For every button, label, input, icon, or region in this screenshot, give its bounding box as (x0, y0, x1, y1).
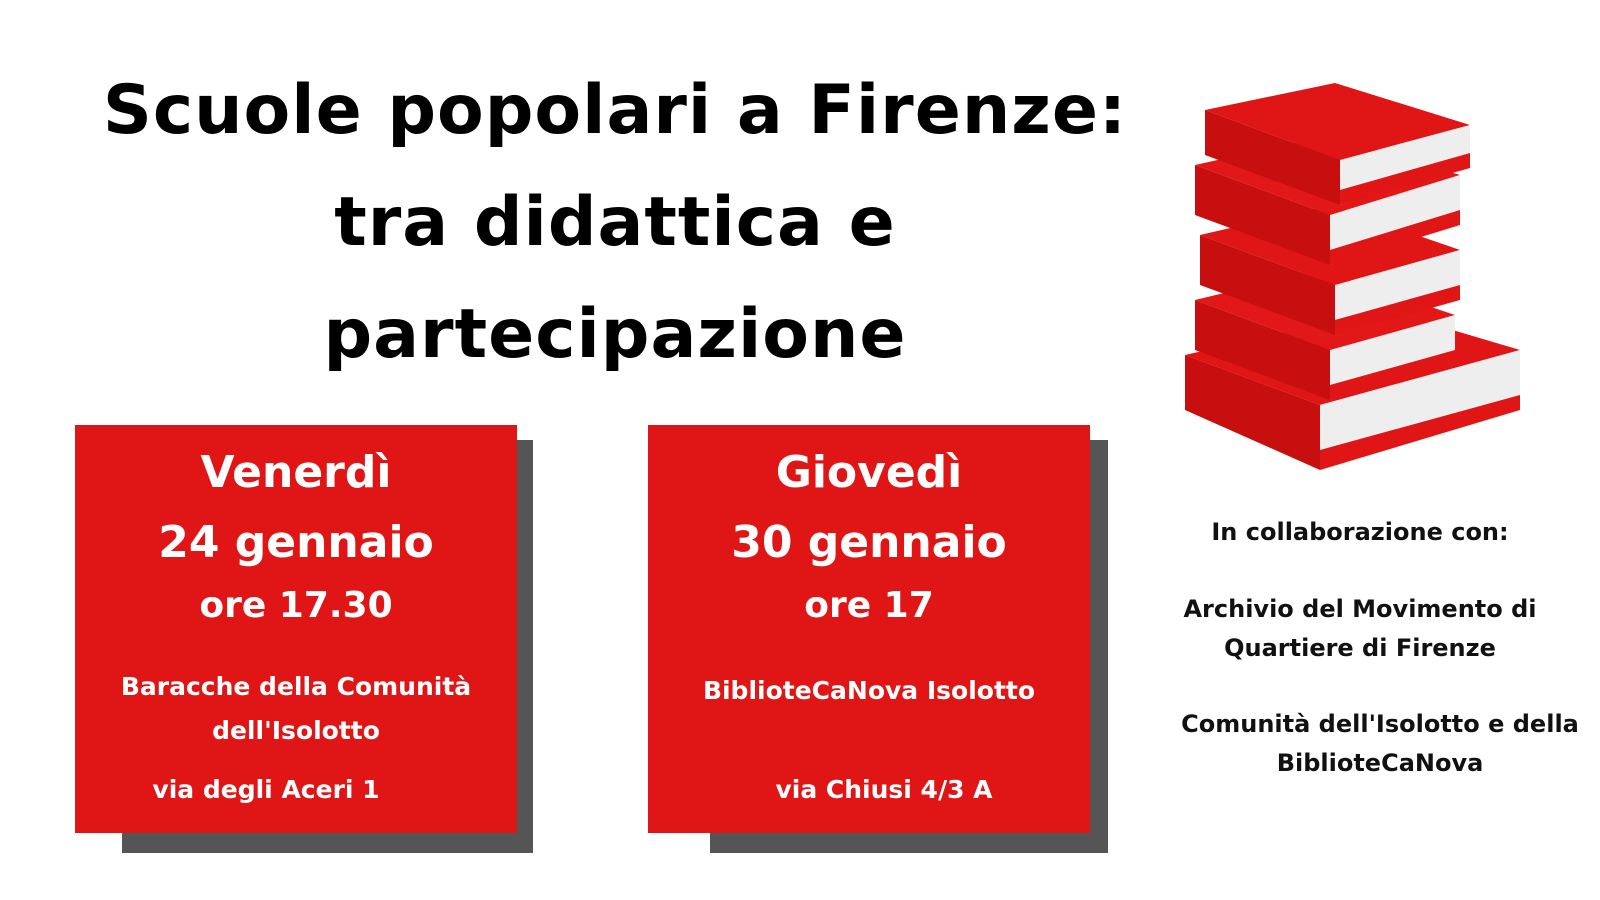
event-place: BiblioteCaNova Isolotto (658, 669, 1080, 713)
event-card-1: Venerdì 24 gennaio ore 17.30 Baracche de… (75, 425, 517, 833)
page-title: Scuole popolari a Firenze: tra didattica… (60, 55, 1170, 391)
stacked-red-books-icon (1185, 83, 1520, 470)
event-place-line-1: Baracche della Comunità (120, 672, 472, 701)
title-line-2: tra didattica e (334, 183, 896, 262)
partner-1-line-1: Archivio del Movimento di (1183, 595, 1537, 623)
collaboration-heading: In collaborazione con: (1211, 518, 1509, 546)
partner-2-line-2: BiblioteCaNova (1276, 749, 1484, 777)
event-address: via Chiusi 4/3 A (775, 775, 993, 804)
event-date: 30 gennaio (731, 517, 1007, 568)
event-card-2: Giovedì 30 gennaio ore 17 BiblioteCaNova… (648, 425, 1090, 833)
event-date: 24 gennaio (158, 517, 434, 568)
event-address: via degli Aceri 1 (152, 775, 380, 804)
event-time: ore 17.30 (199, 585, 393, 626)
partner-1-line-2: Quartiere di Firenze (1224, 634, 1496, 662)
event-day: Venerdì (200, 447, 392, 498)
partner-archivio: Archivio del Movimento di Quartiere di F… (1120, 590, 1600, 668)
partner-comunita: Comunità dell'Isolotto e della BiblioteC… (1120, 705, 1600, 783)
event-place-line-1: BiblioteCaNova Isolotto (702, 676, 1036, 705)
event-time: ore 17 (804, 585, 934, 626)
title-line-3: partecipazione (323, 295, 907, 374)
event-day: Giovedì (775, 447, 963, 498)
book-icon (1205, 83, 1470, 205)
event-place: Baracche della Comunità dell'Isolotto (85, 665, 507, 753)
title-line-1: Scuole popolari a Firenze: (102, 71, 1128, 150)
event-place-line-2: dell'Isolotto (212, 716, 380, 745)
partner-2-line-1: Comunità dell'Isolotto e della (1181, 710, 1579, 738)
